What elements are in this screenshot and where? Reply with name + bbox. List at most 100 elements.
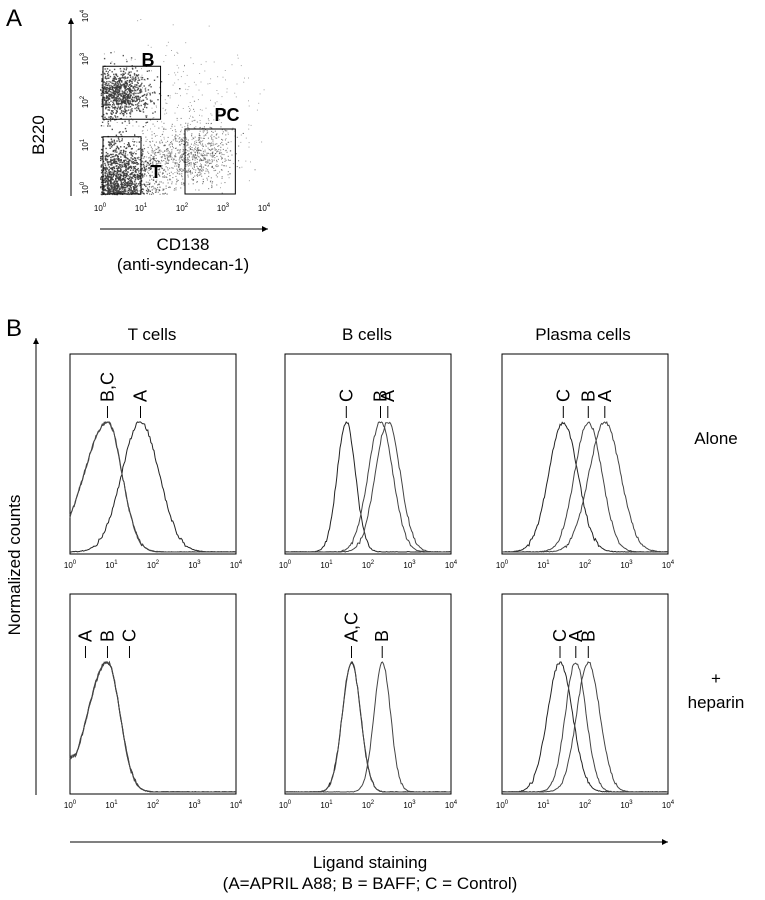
scatter-point	[193, 179, 195, 181]
scatter-point	[121, 183, 123, 186]
scatter-point	[226, 151, 228, 153]
peak-label-ac: A,C	[341, 612, 361, 642]
scatter-point	[126, 184, 128, 186]
scatter-point	[154, 111, 156, 113]
scatter-point	[103, 89, 105, 91]
scatter-point	[126, 191, 128, 193]
scatter-point	[110, 168, 113, 170]
scatter-point	[148, 163, 150, 165]
scatter-point	[108, 144, 110, 146]
scatter-point	[200, 159, 202, 161]
scatter-point	[100, 181, 103, 184]
scatter-point	[188, 106, 190, 108]
scatter-point	[134, 77, 137, 79]
scatter-point	[202, 130, 204, 132]
scatter-point	[128, 185, 130, 187]
scatter-point	[136, 173, 138, 176]
scatter-point	[135, 78, 137, 81]
scatter-point	[234, 130, 236, 132]
scatter-point	[115, 177, 117, 180]
scatter-point	[101, 90, 103, 92]
scatter-point	[170, 179, 172, 181]
scatter-point	[143, 103, 145, 105]
scatter-point	[146, 193, 148, 195]
scatter-point	[144, 168, 147, 171]
scatter-point	[192, 158, 194, 159]
scatter-point	[165, 187, 167, 189]
scatter-point	[136, 97, 138, 99]
scatter-point	[207, 162, 209, 164]
scatter-point	[185, 42, 187, 44]
scatter-point	[204, 149, 206, 151]
scatter-point	[150, 101, 152, 103]
scatter-point	[128, 81, 131, 83]
scatter-point	[227, 155, 229, 157]
scatter-point	[226, 130, 228, 132]
scatter-point	[180, 131, 182, 133]
scatter-point	[118, 148, 120, 150]
scatter-point	[115, 189, 117, 191]
scatter-point	[119, 191, 121, 193]
scatter-point	[148, 184, 150, 186]
scatter-point	[197, 139, 199, 141]
scatter-point	[163, 127, 165, 129]
scatter-point	[165, 185, 167, 187]
scatter-point	[135, 104, 137, 106]
scatter-point	[171, 157, 173, 159]
scatter-point	[142, 150, 144, 153]
scatter-point	[172, 84, 174, 86]
scatter-point	[165, 109, 167, 110]
scatter-point	[181, 153, 183, 155]
scatter-point	[211, 130, 213, 132]
scatter-point	[202, 150, 204, 152]
scatter-point	[146, 115, 148, 117]
scatter-point	[151, 186, 153, 188]
scatter-point	[127, 191, 130, 193]
scatter-point	[117, 167, 119, 170]
scatter-point	[110, 175, 112, 178]
scatter-point	[162, 188, 164, 190]
scatter-point	[113, 86, 115, 89]
scatter-point	[103, 181, 105, 183]
scatter-point	[130, 71, 132, 73]
scatter-point	[105, 154, 108, 157]
scatter-point	[199, 158, 201, 160]
scatter-point	[106, 103, 108, 105]
scatter-point	[128, 97, 129, 99]
scatter-point	[222, 113, 224, 115]
scatter-point	[101, 191, 103, 193]
scatter-point	[107, 192, 109, 194]
scatter-point	[132, 87, 135, 89]
scatter-point	[188, 153, 190, 155]
scatter-point	[232, 127, 234, 129]
scatter-point	[123, 151, 125, 153]
scatter-point	[116, 162, 118, 164]
scatter-point	[115, 91, 118, 94]
scatter-point	[123, 86, 125, 88]
scatter-point	[216, 155, 218, 157]
scatter-point	[116, 169, 119, 171]
scatter-point	[107, 153, 109, 155]
scatter-point	[126, 106, 128, 108]
scatter-point	[146, 192, 148, 194]
scatter-point	[132, 191, 134, 194]
scatter-point	[107, 141, 110, 143]
scatter-point	[121, 190, 123, 192]
scatter-point	[106, 180, 108, 182]
scatter-point	[192, 116, 194, 118]
scatter-point	[143, 94, 145, 97]
scatter-point	[108, 93, 110, 95]
scatter-point	[133, 166, 135, 168]
scatter-point	[130, 153, 132, 155]
scatter-point	[135, 74, 138, 76]
scatter-point	[133, 176, 136, 178]
scatter-point	[126, 157, 129, 160]
scatter-point	[130, 177, 132, 179]
scatter-point	[107, 106, 110, 108]
scatter-point	[150, 119, 152, 121]
panel-a-label: A	[6, 5, 22, 32]
scatter-point	[117, 86, 119, 88]
scatter-point	[174, 54, 175, 56]
scatter-point	[102, 175, 105, 178]
scatter-point	[113, 51, 115, 53]
